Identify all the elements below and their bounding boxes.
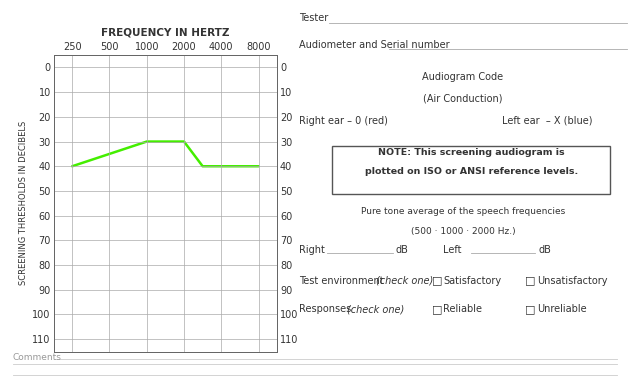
Text: Test environment: Test environment xyxy=(299,276,384,285)
Text: Tester: Tester xyxy=(299,13,328,23)
Text: Right: Right xyxy=(299,245,325,255)
Text: □: □ xyxy=(525,276,536,285)
Text: Comments: Comments xyxy=(13,353,62,362)
Text: plotted on ISO or ANSI reference levels.: plotted on ISO or ANSI reference levels. xyxy=(365,167,578,176)
Text: Right ear – 0 (red): Right ear – 0 (red) xyxy=(299,116,388,126)
Text: dB: dB xyxy=(539,245,551,255)
Y-axis label: SCREENING THRESHOLDS IN DECIBELS: SCREENING THRESHOLDS IN DECIBELS xyxy=(20,121,28,285)
Text: (check one): (check one) xyxy=(346,304,404,314)
Text: Unsatisfactory: Unsatisfactory xyxy=(537,276,607,285)
Text: Responses: Responses xyxy=(299,304,352,314)
Text: dB: dB xyxy=(396,245,409,255)
Text: Audiogram Code: Audiogram Code xyxy=(423,72,503,82)
Text: (Air Conduction): (Air Conduction) xyxy=(423,93,503,103)
Text: Reliable: Reliable xyxy=(444,304,483,314)
Text: Left ear  – X (blue): Left ear – X (blue) xyxy=(502,116,593,126)
Text: NOTE: This screening audiogram is: NOTE: This screening audiogram is xyxy=(378,148,564,157)
Text: □: □ xyxy=(525,304,536,314)
Text: □: □ xyxy=(432,304,442,314)
Text: (500 · 1000 · 2000 Hz.): (500 · 1000 · 2000 Hz.) xyxy=(411,227,515,236)
Text: Pure tone average of the speech frequencies: Pure tone average of the speech frequenc… xyxy=(361,207,565,216)
Text: Audiometer and Serial number: Audiometer and Serial number xyxy=(299,40,450,50)
FancyBboxPatch shape xyxy=(332,146,610,194)
Text: Left: Left xyxy=(444,245,462,255)
Text: Satisfactory: Satisfactory xyxy=(444,276,501,285)
Text: (check one): (check one) xyxy=(376,276,433,285)
Text: Unreliable: Unreliable xyxy=(537,304,587,314)
X-axis label: FREQUENCY IN HERTZ: FREQUENCY IN HERTZ xyxy=(101,27,229,37)
Text: □: □ xyxy=(432,276,442,285)
